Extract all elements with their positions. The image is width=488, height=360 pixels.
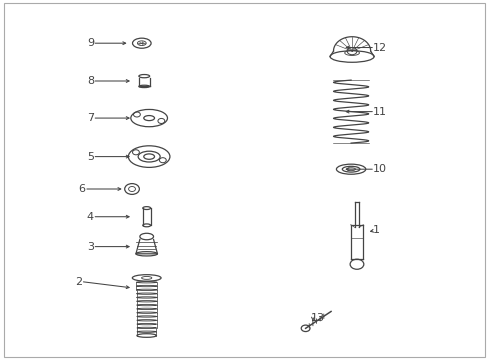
Text: 7: 7 <box>86 113 94 123</box>
Text: 10: 10 <box>372 164 386 174</box>
Text: 8: 8 <box>86 76 94 86</box>
Text: 9: 9 <box>86 38 94 48</box>
Text: 12: 12 <box>372 42 386 53</box>
Text: 11: 11 <box>372 107 386 117</box>
Text: 4: 4 <box>86 212 94 222</box>
Text: 1: 1 <box>372 225 379 235</box>
Text: 2: 2 <box>75 276 82 287</box>
Text: 13: 13 <box>310 312 324 323</box>
Text: 5: 5 <box>87 152 94 162</box>
Text: 6: 6 <box>79 184 85 194</box>
Text: 3: 3 <box>87 242 94 252</box>
